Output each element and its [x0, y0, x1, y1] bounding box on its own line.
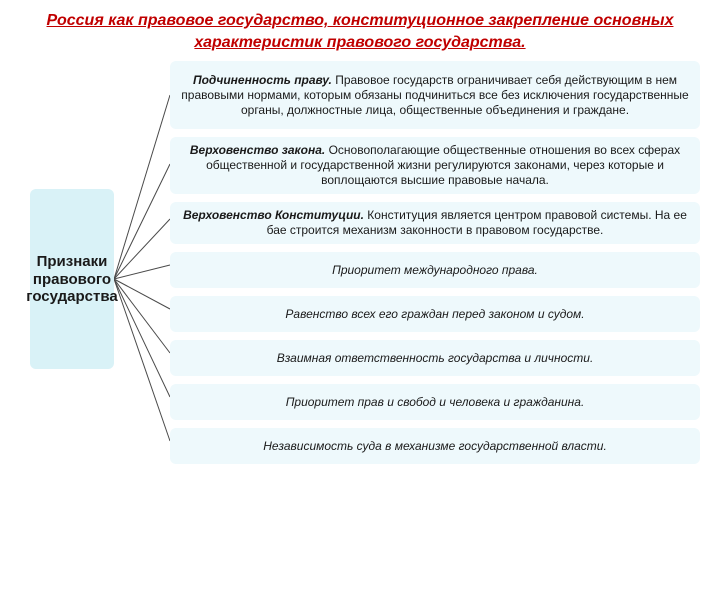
- feature-item: Верховенство Конституции. Конституция яв…: [170, 202, 700, 244]
- feature-item-text: Независимость суда в механизме государст…: [263, 439, 607, 453]
- feature-item: Приоритет международного права.: [170, 252, 700, 288]
- feature-item: Взаимная ответственность государства и л…: [170, 340, 700, 376]
- feature-item: Равенство всех его граждан перед законом…: [170, 296, 700, 332]
- feature-item-lead: Верховенство закона.: [190, 143, 325, 157]
- features-label-box: Признаки правового государства: [30, 189, 114, 369]
- feature-item-text: Приоритет прав и свобод и человека и гра…: [286, 395, 585, 409]
- feature-item: Независимость суда в механизме государст…: [170, 428, 700, 464]
- diagram-area: Признаки правового государства Подчиненн…: [0, 59, 720, 539]
- features-label-text: Признаки правового государства: [26, 253, 117, 305]
- feature-item-text: Взаимная ответственность государства и л…: [277, 351, 594, 365]
- feature-item: Приоритет прав и свобод и человека и гра…: [170, 384, 700, 420]
- feature-item-lead: Подчиненность праву.: [193, 73, 332, 87]
- feature-item-text: Равенство всех его граждан перед законом…: [285, 307, 584, 321]
- feature-items: Подчиненность праву. Правовое государств…: [170, 61, 700, 464]
- feature-item: Верховенство закона. Основополагающие об…: [170, 137, 700, 194]
- feature-item-lead: Верховенство Конституции.: [183, 208, 364, 222]
- feature-item: Подчиненность праву. Правовое государств…: [170, 61, 700, 129]
- feature-item-text: Приоритет международного права.: [332, 263, 538, 277]
- page-title: Россия как правовое государство, констит…: [0, 0, 720, 59]
